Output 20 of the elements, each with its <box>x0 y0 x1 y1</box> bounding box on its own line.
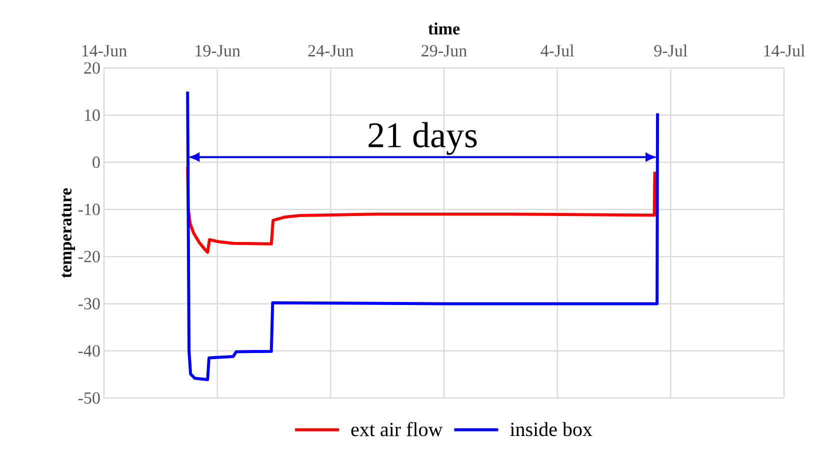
x-tick-label: 24-Jun <box>308 45 354 56</box>
y-tick-label: -50 <box>78 392 100 404</box>
x-tick-label: 4-Jul <box>540 44 574 56</box>
x-tick-label: 19-Jun <box>196 45 240 56</box>
y-tick-label: 0 <box>92 156 100 168</box>
x-tick-label: 14-Jul <box>764 44 805 56</box>
x-axis-title: time <box>428 22 460 34</box>
legend-label: ext air flow <box>351 422 443 436</box>
x-tick-label: 29-Jun <box>422 45 467 56</box>
y-tick-label: -10 <box>78 204 100 216</box>
annotation: 21 days <box>368 122 477 155</box>
y-tick-label: -20 <box>78 250 100 262</box>
y-tick-label: -40 <box>78 345 100 357</box>
y-axis-title: temperature <box>62 188 75 278</box>
x-tick-label: 14-Jun <box>82 45 127 56</box>
y-tick-label: 20 <box>84 62 100 74</box>
y-tick-label: 10 <box>84 109 100 121</box>
x-tick-label: 9-Jul <box>654 44 688 56</box>
legend-label: inside box <box>510 422 592 436</box>
y-tick-label: -30 <box>78 298 100 310</box>
